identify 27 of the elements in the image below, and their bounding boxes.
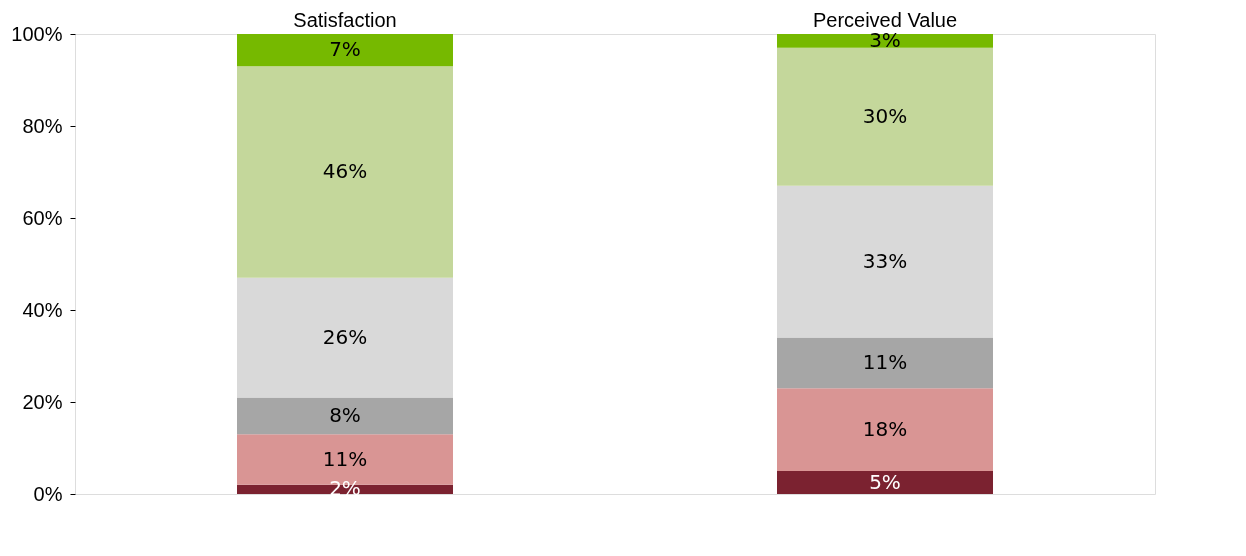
bar	[777, 185, 993, 338]
bar	[237, 397, 453, 435]
y-tick-label: 60%	[22, 206, 63, 229]
data-label: 30%	[862, 103, 908, 128]
bar	[777, 388, 993, 471]
bar	[777, 47, 993, 186]
y-tick-label: 0%	[33, 482, 63, 505]
bar	[777, 34, 993, 48]
bar	[777, 337, 993, 389]
data-label: 26%	[322, 324, 368, 349]
bar	[237, 34, 453, 67]
data-label: 18%	[862, 416, 908, 441]
data-label: 11%	[322, 446, 368, 471]
y-tick-label: 100%	[11, 22, 63, 45]
y-tick-label: 80%	[22, 114, 63, 137]
data-label: 33%	[862, 248, 908, 273]
data-label: 8%	[329, 402, 361, 427]
data-label: 11%	[862, 349, 908, 374]
data-label: 7%	[329, 37, 361, 62]
y-tick-label: 20%	[22, 390, 63, 413]
x-tick-label: Satisfaction	[293, 8, 397, 31]
data-label: 5%	[869, 469, 901, 494]
bar	[237, 277, 453, 398]
bar	[777, 471, 993, 494]
bar	[237, 66, 453, 278]
data-label: 46%	[322, 159, 368, 183]
y-tick-label: 40%	[22, 298, 63, 321]
